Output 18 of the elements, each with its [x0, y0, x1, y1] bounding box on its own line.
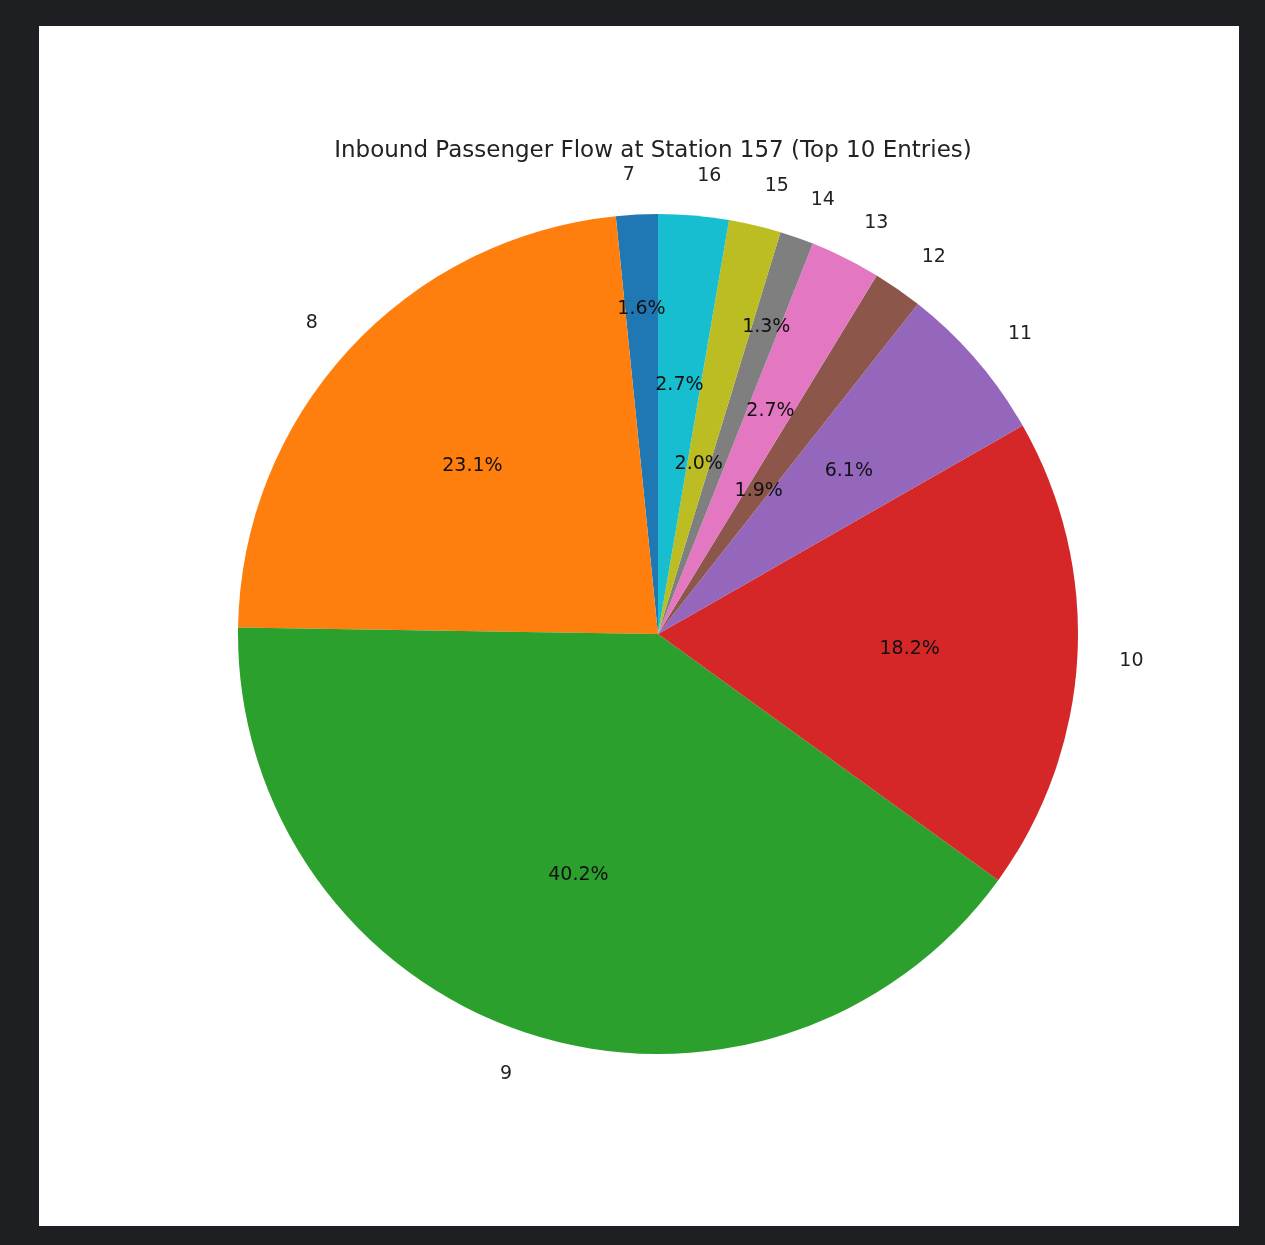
slice-label: 16 — [697, 162, 722, 185]
slice-label: 7 — [622, 161, 635, 184]
data-label: 23.1% — [442, 452, 503, 475]
pie-slice — [238, 627, 999, 1054]
data-label: 2.7% — [746, 397, 795, 420]
chart-title: Inbound Passenger Flow at Station 157 (Top 10 Entries) — [333, 136, 973, 162]
slice-label: 11 — [1007, 321, 1033, 344]
slice-label: 8 — [305, 310, 318, 333]
data-label: 18.2% — [879, 636, 940, 659]
data-label: 40.2% — [548, 862, 609, 885]
slice-label: 9 — [500, 1061, 513, 1084]
slice-label: 14 — [810, 186, 835, 209]
slice-label: 10 — [1119, 647, 1144, 670]
pie-slice — [658, 425, 1078, 881]
slice-label: 13 — [864, 209, 889, 232]
slice-label: 12 — [921, 243, 946, 266]
data-label: 6.1% — [824, 458, 874, 481]
slice-label: 15 — [764, 173, 789, 196]
